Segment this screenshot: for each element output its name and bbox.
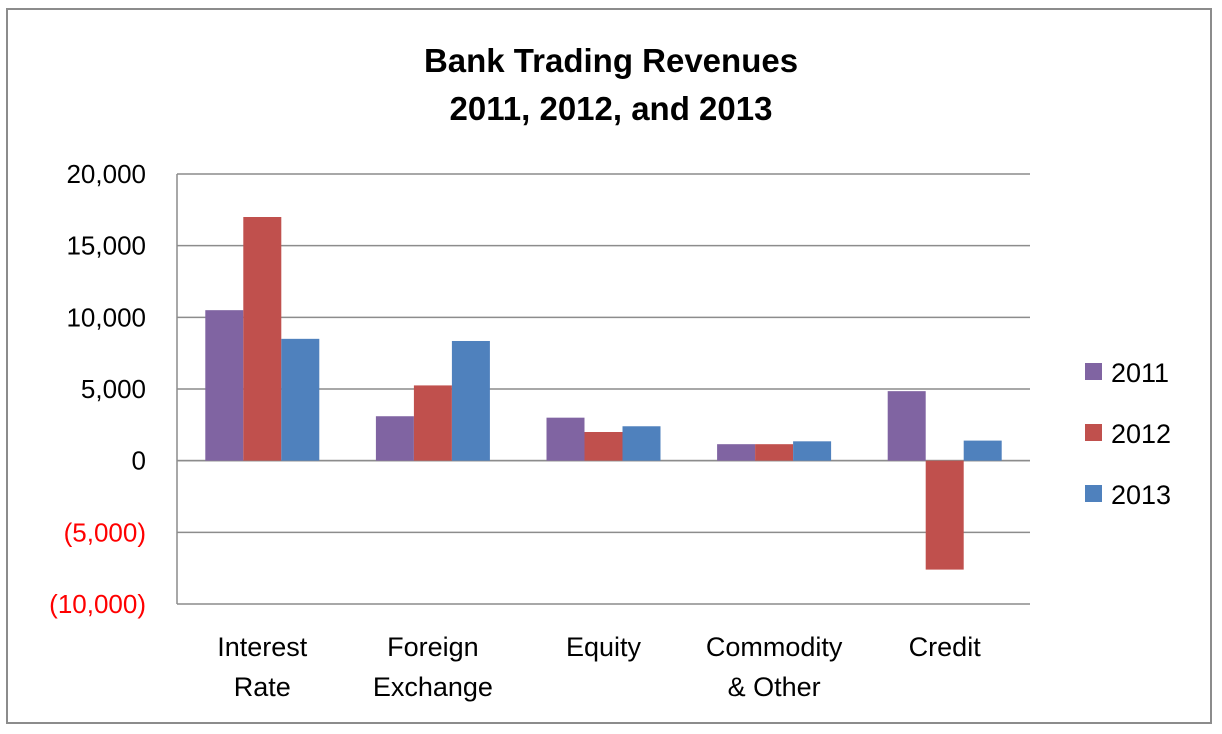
legend-label: 2012 [1111,419,1171,449]
y-tick-label: 5,000 [81,374,146,404]
bars [205,217,1002,570]
bar-2012 [413,385,452,461]
legend-swatch-2011 [1085,363,1102,380]
x-category-label: Interest [217,632,308,662]
y-tick-label: (10,000) [49,589,146,619]
bar-2013 [281,338,320,461]
x-category-label: Commodity [706,632,843,662]
legend-swatch-2012 [1085,424,1102,441]
legend-swatch-2013 [1085,485,1102,502]
bar-2013 [451,340,490,461]
x-category-label: Rate [234,672,291,702]
legend: 2011 2012 2013 [1085,358,1171,510]
bar-2013 [963,440,1002,461]
chart-subtitle: 2011, 2012, and 2013 [450,90,773,127]
bar-2011 [205,310,244,461]
bar-2012 [925,460,964,570]
bar-2011 [717,444,756,461]
x-category-label: Foreign [387,632,479,662]
y-tick-label: 10,000 [66,302,146,332]
y-tick-label: 0 [132,446,146,476]
bar-2011 [546,417,585,461]
y-tick-label: (5,000) [64,517,146,547]
y-axis: 20,000 15,000 10,000 5,000 0 (5,000) (10,000) [49,159,178,619]
bar-2011 [887,391,926,461]
x-axis: Interest Rate Foreign Exchange Equity Commodi… [217,632,981,702]
bar-2013 [622,426,661,461]
x-category-label: Credit [909,632,982,662]
chart-title: Bank Trading Revenues [424,42,798,79]
legend-label: 2013 [1111,480,1171,510]
bar-2012 [755,444,794,461]
x-category-label: Exchange [373,672,493,702]
x-category-label: & Other [728,672,821,702]
bar-2012 [584,432,623,461]
x-category-label: Equity [566,632,642,662]
y-tick-label: 20,000 [66,159,146,189]
y-tick-label: 15,000 [66,231,146,261]
legend-label: 2011 [1111,358,1169,388]
bar-2011 [375,416,414,461]
bar-2013 [793,441,832,461]
bar-2012 [243,217,282,461]
